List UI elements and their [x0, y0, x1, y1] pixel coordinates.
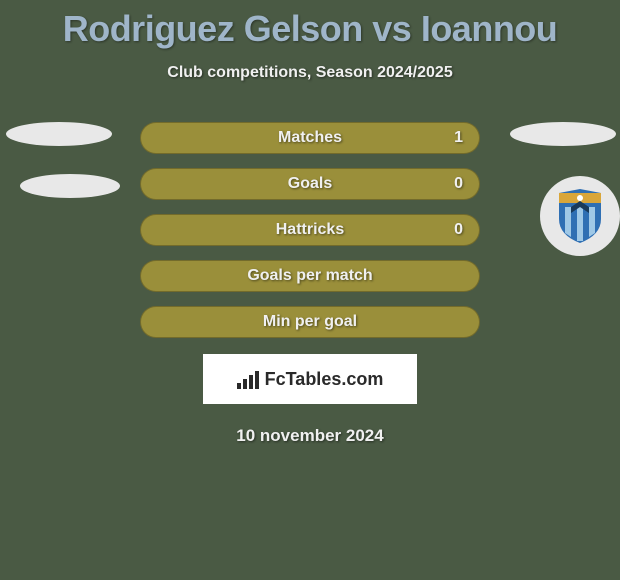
subtitle: Club competitions, Season 2024/2025	[0, 64, 620, 82]
stat-label: Hattricks	[276, 221, 344, 239]
player2-name: Ioannou	[421, 8, 557, 49]
date: 10 november 2024	[0, 426, 620, 446]
club-badge-right	[540, 176, 620, 256]
vs-text: vs	[372, 8, 411, 49]
stat-label: Goals per match	[247, 267, 372, 285]
ellipse-left-2	[20, 174, 120, 198]
logo-text: FcTables.com	[265, 369, 384, 390]
logo-box: FcTables.com	[203, 354, 417, 404]
stat-label: Goals	[288, 175, 332, 193]
ellipse-right-1	[510, 122, 616, 146]
stat-bar-goals: Goals 0	[140, 168, 480, 200]
stat-bars: Matches 1 Goals 0 Hattricks 0 Goals per …	[140, 122, 480, 338]
logo-chart-icon	[237, 369, 259, 389]
stat-label: Min per goal	[263, 313, 357, 331]
player1-name: Rodriguez Gelson	[63, 8, 363, 49]
ellipse-left-1	[6, 122, 112, 146]
page-title: Rodriguez Gelson vs Ioannou	[0, 0, 620, 50]
comparison-content: Matches 1 Goals 0 Hattricks 0 Goals per …	[0, 122, 620, 446]
stat-value: 0	[454, 175, 463, 193]
stat-bar-matches: Matches 1	[140, 122, 480, 154]
stat-value: 1	[454, 129, 463, 147]
stat-bar-min-per-goal: Min per goal	[140, 306, 480, 338]
stat-value: 0	[454, 221, 463, 239]
stat-bar-hattricks: Hattricks 0	[140, 214, 480, 246]
club-shield-icon	[557, 189, 603, 243]
stat-bar-goals-per-match: Goals per match	[140, 260, 480, 292]
stat-label: Matches	[278, 129, 342, 147]
